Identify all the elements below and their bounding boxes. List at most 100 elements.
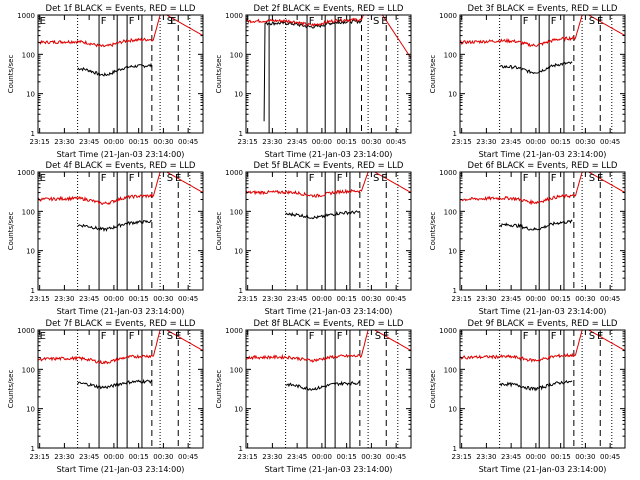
x-tick-label: 00:30 <box>361 295 381 303</box>
x-axis-label: Start Time (21-Jan-03 23:14:00) <box>265 465 393 474</box>
panel-title: Det 8f BLACK = Events, RED = LLD <box>254 319 404 329</box>
x-tick-label: 23:45 <box>501 453 521 461</box>
y-tick-label: 1 <box>31 445 35 453</box>
x-tick-label: 23:45 <box>79 453 99 461</box>
x-tick-label: 23:45 <box>287 138 307 146</box>
y-tick-label: 10 <box>234 248 243 256</box>
x-tick-label: 00:45 <box>178 453 198 461</box>
series-lld <box>245 171 412 198</box>
y-tick-label: 100 <box>230 51 243 59</box>
y-tick-label: 1000 <box>225 12 243 20</box>
plot-frame <box>459 171 626 291</box>
marker-f: F <box>129 16 135 27</box>
y-tick-label: 1 <box>31 287 35 295</box>
series-lld <box>245 14 412 59</box>
x-tick-label: 00:00 <box>526 138 546 146</box>
y-tick-label: 100 <box>22 366 35 374</box>
y-tick-label: 100 <box>230 208 243 216</box>
marker-e: E <box>170 16 176 27</box>
series-lld <box>37 171 204 206</box>
x-tick-label: 23:45 <box>287 295 307 303</box>
marker-f: F <box>101 16 107 27</box>
x-tick-label: 00:00 <box>526 295 546 303</box>
y-tick-label: 100 <box>444 51 457 59</box>
chart-panel-det-3f: Det 3f BLACK = Events, RED = LLD Start Ti… <box>429 4 626 159</box>
marker-f: F <box>101 173 107 184</box>
x-tick-label: 00:00 <box>104 453 124 461</box>
marker-s: S <box>589 173 595 184</box>
x-axis-label: Start Time (21-Jan-03 23:14:00) <box>265 307 393 316</box>
y-tick-label: 100 <box>22 208 35 216</box>
x-tick-label: 00:30 <box>575 138 595 146</box>
series-lld <box>459 14 626 48</box>
y-tick-label: 100 <box>444 208 457 216</box>
y-tick-label: 10 <box>234 91 243 99</box>
y-tick-label: 10 <box>26 248 35 256</box>
marker-f: F <box>551 173 557 184</box>
x-axis-label: Start Time (21-Jan-03 23:14:00) <box>57 150 185 159</box>
series-events <box>499 219 573 231</box>
plot-frame <box>459 14 626 134</box>
x-tick-label: 00:15 <box>551 138 571 146</box>
marker-e: E <box>40 16 46 27</box>
chart-panel-det-7f: Det 7f BLACK = Events, RED = LLD Start Ti… <box>7 319 204 474</box>
y-axis-label: Counts/sec <box>215 212 223 251</box>
x-axis-label: Start Time (21-Jan-03 23:14:00) <box>57 465 185 474</box>
x-tick-label: 23:15 <box>238 453 258 461</box>
marker-e: E <box>381 173 387 184</box>
plot-frame <box>245 329 412 449</box>
marker-e: E <box>40 331 46 342</box>
y-tick-label: 1 <box>453 287 457 295</box>
marker-s: S <box>167 173 173 184</box>
x-tick-label: 23:15 <box>452 295 472 303</box>
marker-s: S <box>373 173 379 184</box>
x-tick-label: 00:30 <box>575 453 595 461</box>
plot-frame <box>459 329 626 449</box>
y-tick-label: 1000 <box>225 169 243 177</box>
y-tick-label: 1000 <box>439 12 457 20</box>
chart-panel-det-4f: Det 4f BLACK = Events, RED = LLD Start Ti… <box>7 161 204 316</box>
series-events <box>285 210 361 220</box>
y-tick-label: 100 <box>22 51 35 59</box>
x-tick-label: 23:45 <box>79 295 99 303</box>
marker-e: E <box>597 331 603 342</box>
x-tick-label: 23:30 <box>262 453 282 461</box>
x-tick-label: 00:30 <box>361 453 381 461</box>
y-axis-label: Counts/sec <box>215 370 223 409</box>
y-tick-label: 10 <box>448 248 457 256</box>
x-tick-label: 23:30 <box>54 138 74 146</box>
marker-f: F <box>551 331 557 342</box>
panel-title: Det 3f BLACK = Events, RED = LLD <box>468 4 618 14</box>
series-events <box>263 19 362 122</box>
x-tick-label: 00:30 <box>153 453 173 461</box>
x-tick-label: 23:15 <box>30 138 50 146</box>
marker-f: F <box>337 173 343 184</box>
series-lld <box>37 329 204 365</box>
y-axis-label: Counts/sec <box>7 212 15 251</box>
y-tick-label: 1000 <box>439 169 457 177</box>
x-tick-label: 23:15 <box>238 138 258 146</box>
x-tick-label: 00:45 <box>386 138 406 146</box>
marker-s: S <box>375 331 381 342</box>
plot-frame <box>37 14 204 134</box>
marker-s: S <box>589 331 595 342</box>
x-tick-label: 23:30 <box>262 138 282 146</box>
marker-f: F <box>551 16 557 27</box>
chart-panel-det-1f: Det 1f BLACK = Events, RED = LLD Start Ti… <box>7 4 204 159</box>
panel-title: Det 5f BLACK = Events, RED = LLD <box>254 161 404 171</box>
marker-s: S <box>373 16 379 27</box>
panel-title: Det 4f BLACK = Events, RED = LLD <box>46 161 196 171</box>
x-axis-label: Start Time (21-Jan-03 23:14:00) <box>479 307 607 316</box>
marker-f: F <box>337 16 343 27</box>
x-tick-label: 00:30 <box>153 295 173 303</box>
marker-f: F <box>309 16 315 27</box>
x-tick-label: 23:30 <box>476 295 496 303</box>
x-tick-label: 00:15 <box>129 453 149 461</box>
y-tick-label: 1 <box>239 287 243 295</box>
panel-title: Det 6f BLACK = Events, RED = LLD <box>468 161 618 171</box>
x-axis-label: Start Time (21-Jan-03 23:14:00) <box>57 307 185 316</box>
x-axis-label: Start Time (21-Jan-03 23:14:00) <box>265 150 393 159</box>
x-tick-label: 00:00 <box>526 453 546 461</box>
y-tick-label: 100 <box>230 366 243 374</box>
x-tick-label: 23:45 <box>287 453 307 461</box>
